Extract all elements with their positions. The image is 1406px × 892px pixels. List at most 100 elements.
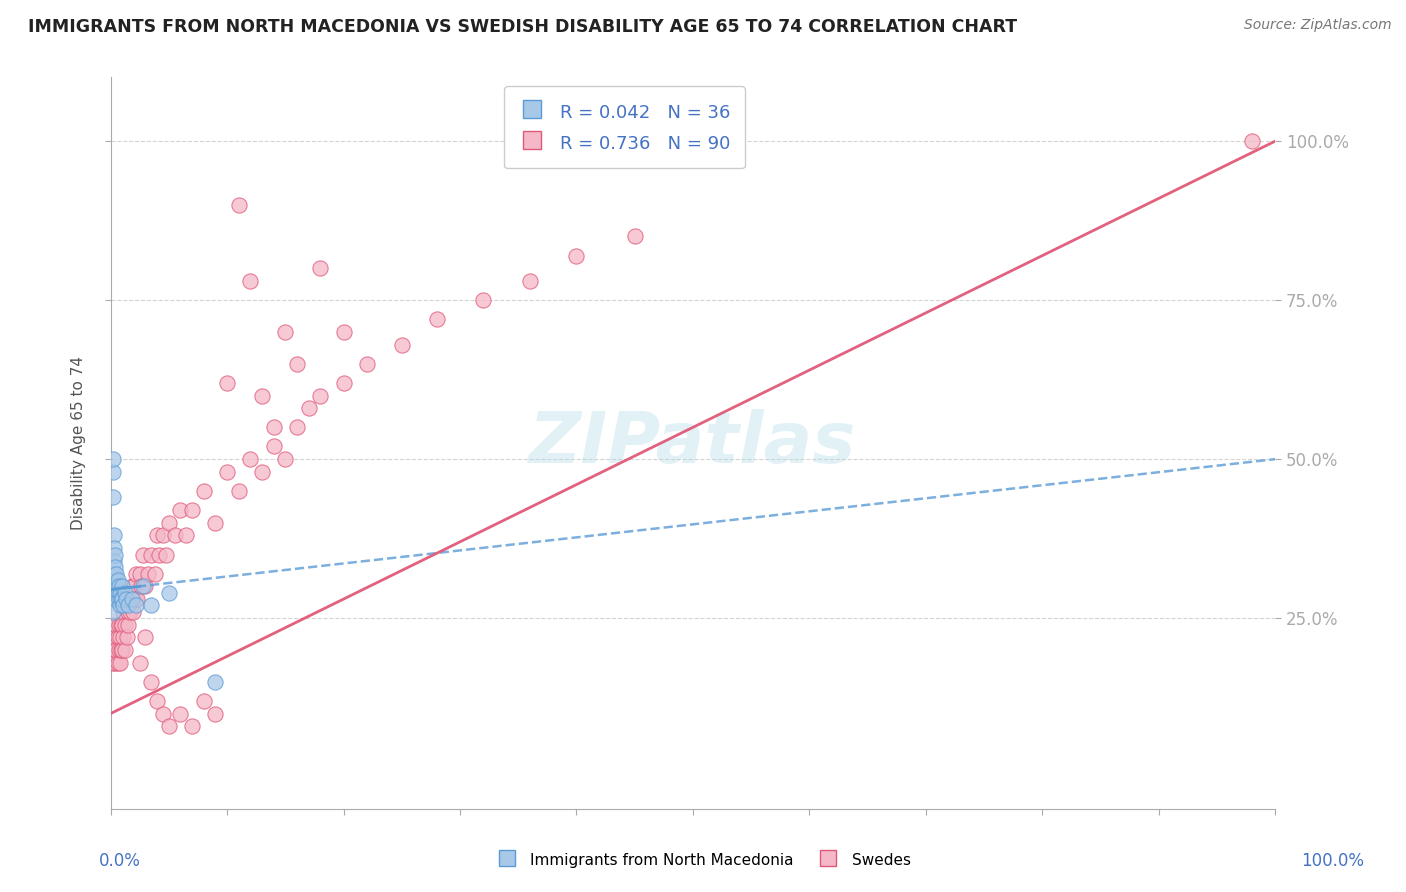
Point: [136, 566, 159, 581]
Point: [128, 656, 150, 670]
Point: [141, 599, 163, 613]
Point: [146, 694, 169, 708]
Point: [239, 274, 262, 288]
Point: [519, 274, 541, 288]
Text: ZIPatlas: ZIPatlas: [529, 409, 856, 478]
Text: Source: ZipAtlas.com: Source: ZipAtlas.com: [1244, 18, 1392, 32]
Point: [114, 643, 136, 657]
Text: 0.0%: 0.0%: [98, 852, 141, 870]
Point: [114, 592, 136, 607]
Point: [112, 605, 135, 619]
Point: [104, 630, 127, 644]
Point: [565, 249, 588, 263]
Point: [107, 585, 129, 599]
Point: [118, 592, 141, 607]
Point: [169, 706, 191, 721]
Point: [117, 599, 139, 613]
Point: [114, 585, 136, 599]
Text: IMMIGRANTS FROM NORTH MACEDONIA VS SWEDISH DISABILITY AGE 65 TO 74 CORRELATION C: IMMIGRANTS FROM NORTH MACEDONIA VS SWEDI…: [28, 18, 1018, 36]
Point: [114, 592, 136, 607]
Point: [103, 554, 125, 568]
Point: [263, 439, 285, 453]
Point: [169, 503, 191, 517]
Point: [103, 617, 125, 632]
Point: [143, 566, 166, 581]
Point: [332, 376, 354, 390]
Point: [181, 719, 204, 733]
Point: [103, 566, 125, 581]
Point: [112, 630, 135, 644]
Point: [215, 376, 238, 390]
Point: [148, 548, 170, 562]
Point: [297, 401, 319, 416]
Point: [101, 452, 124, 467]
Point: [157, 516, 180, 530]
Point: [141, 674, 163, 689]
Point: [111, 643, 134, 657]
Point: [472, 293, 495, 307]
Point: [101, 630, 124, 644]
Point: [107, 643, 129, 657]
Point: [193, 483, 215, 498]
Point: [105, 592, 128, 607]
Point: [623, 229, 645, 244]
Point: [112, 599, 135, 613]
Point: [107, 573, 129, 587]
Point: [100, 579, 122, 593]
Point: [104, 579, 127, 593]
Point: [356, 357, 378, 371]
Point: [121, 579, 143, 593]
Point: [108, 656, 131, 670]
Point: [332, 325, 354, 339]
Point: [101, 491, 124, 505]
Point: [117, 605, 139, 619]
Point: [228, 483, 250, 498]
Point: [121, 592, 143, 607]
Point: [132, 579, 155, 593]
Point: [239, 452, 262, 467]
Point: [111, 592, 134, 607]
Point: [110, 617, 132, 632]
Point: [285, 357, 308, 371]
Point: [124, 592, 146, 607]
Point: [100, 566, 122, 581]
Point: [426, 312, 449, 326]
Point: [111, 579, 134, 593]
Point: [107, 579, 129, 593]
Point: [204, 516, 226, 530]
Point: [134, 630, 156, 644]
Point: [104, 656, 127, 670]
Point: [117, 617, 139, 632]
Point: [174, 528, 197, 542]
Point: [127, 592, 149, 607]
Point: [103, 643, 125, 657]
Point: [103, 541, 125, 556]
Point: [1241, 134, 1264, 148]
Point: [107, 617, 129, 632]
Point: [228, 197, 250, 211]
Point: [391, 337, 413, 351]
Point: [204, 706, 226, 721]
Point: [128, 566, 150, 581]
Point: [152, 706, 174, 721]
Point: [215, 465, 238, 479]
Point: [105, 579, 128, 593]
Point: [104, 548, 127, 562]
Point: [125, 566, 148, 581]
Point: [181, 503, 204, 517]
Y-axis label: Disability Age 65 to 74: Disability Age 65 to 74: [72, 356, 86, 530]
Point: [122, 579, 145, 593]
Point: [105, 566, 128, 581]
Point: [250, 388, 273, 402]
Legend: Immigrants from North Macedonia, Swedes: Immigrants from North Macedonia, Swedes: [489, 845, 917, 875]
Point: [107, 592, 129, 607]
Point: [146, 528, 169, 542]
Point: [155, 548, 177, 562]
Text: 100.0%: 100.0%: [1301, 852, 1364, 870]
Point: [129, 579, 152, 593]
Point: [110, 643, 132, 657]
Point: [103, 528, 125, 542]
Point: [107, 630, 129, 644]
Point: [101, 465, 124, 479]
Point: [250, 465, 273, 479]
